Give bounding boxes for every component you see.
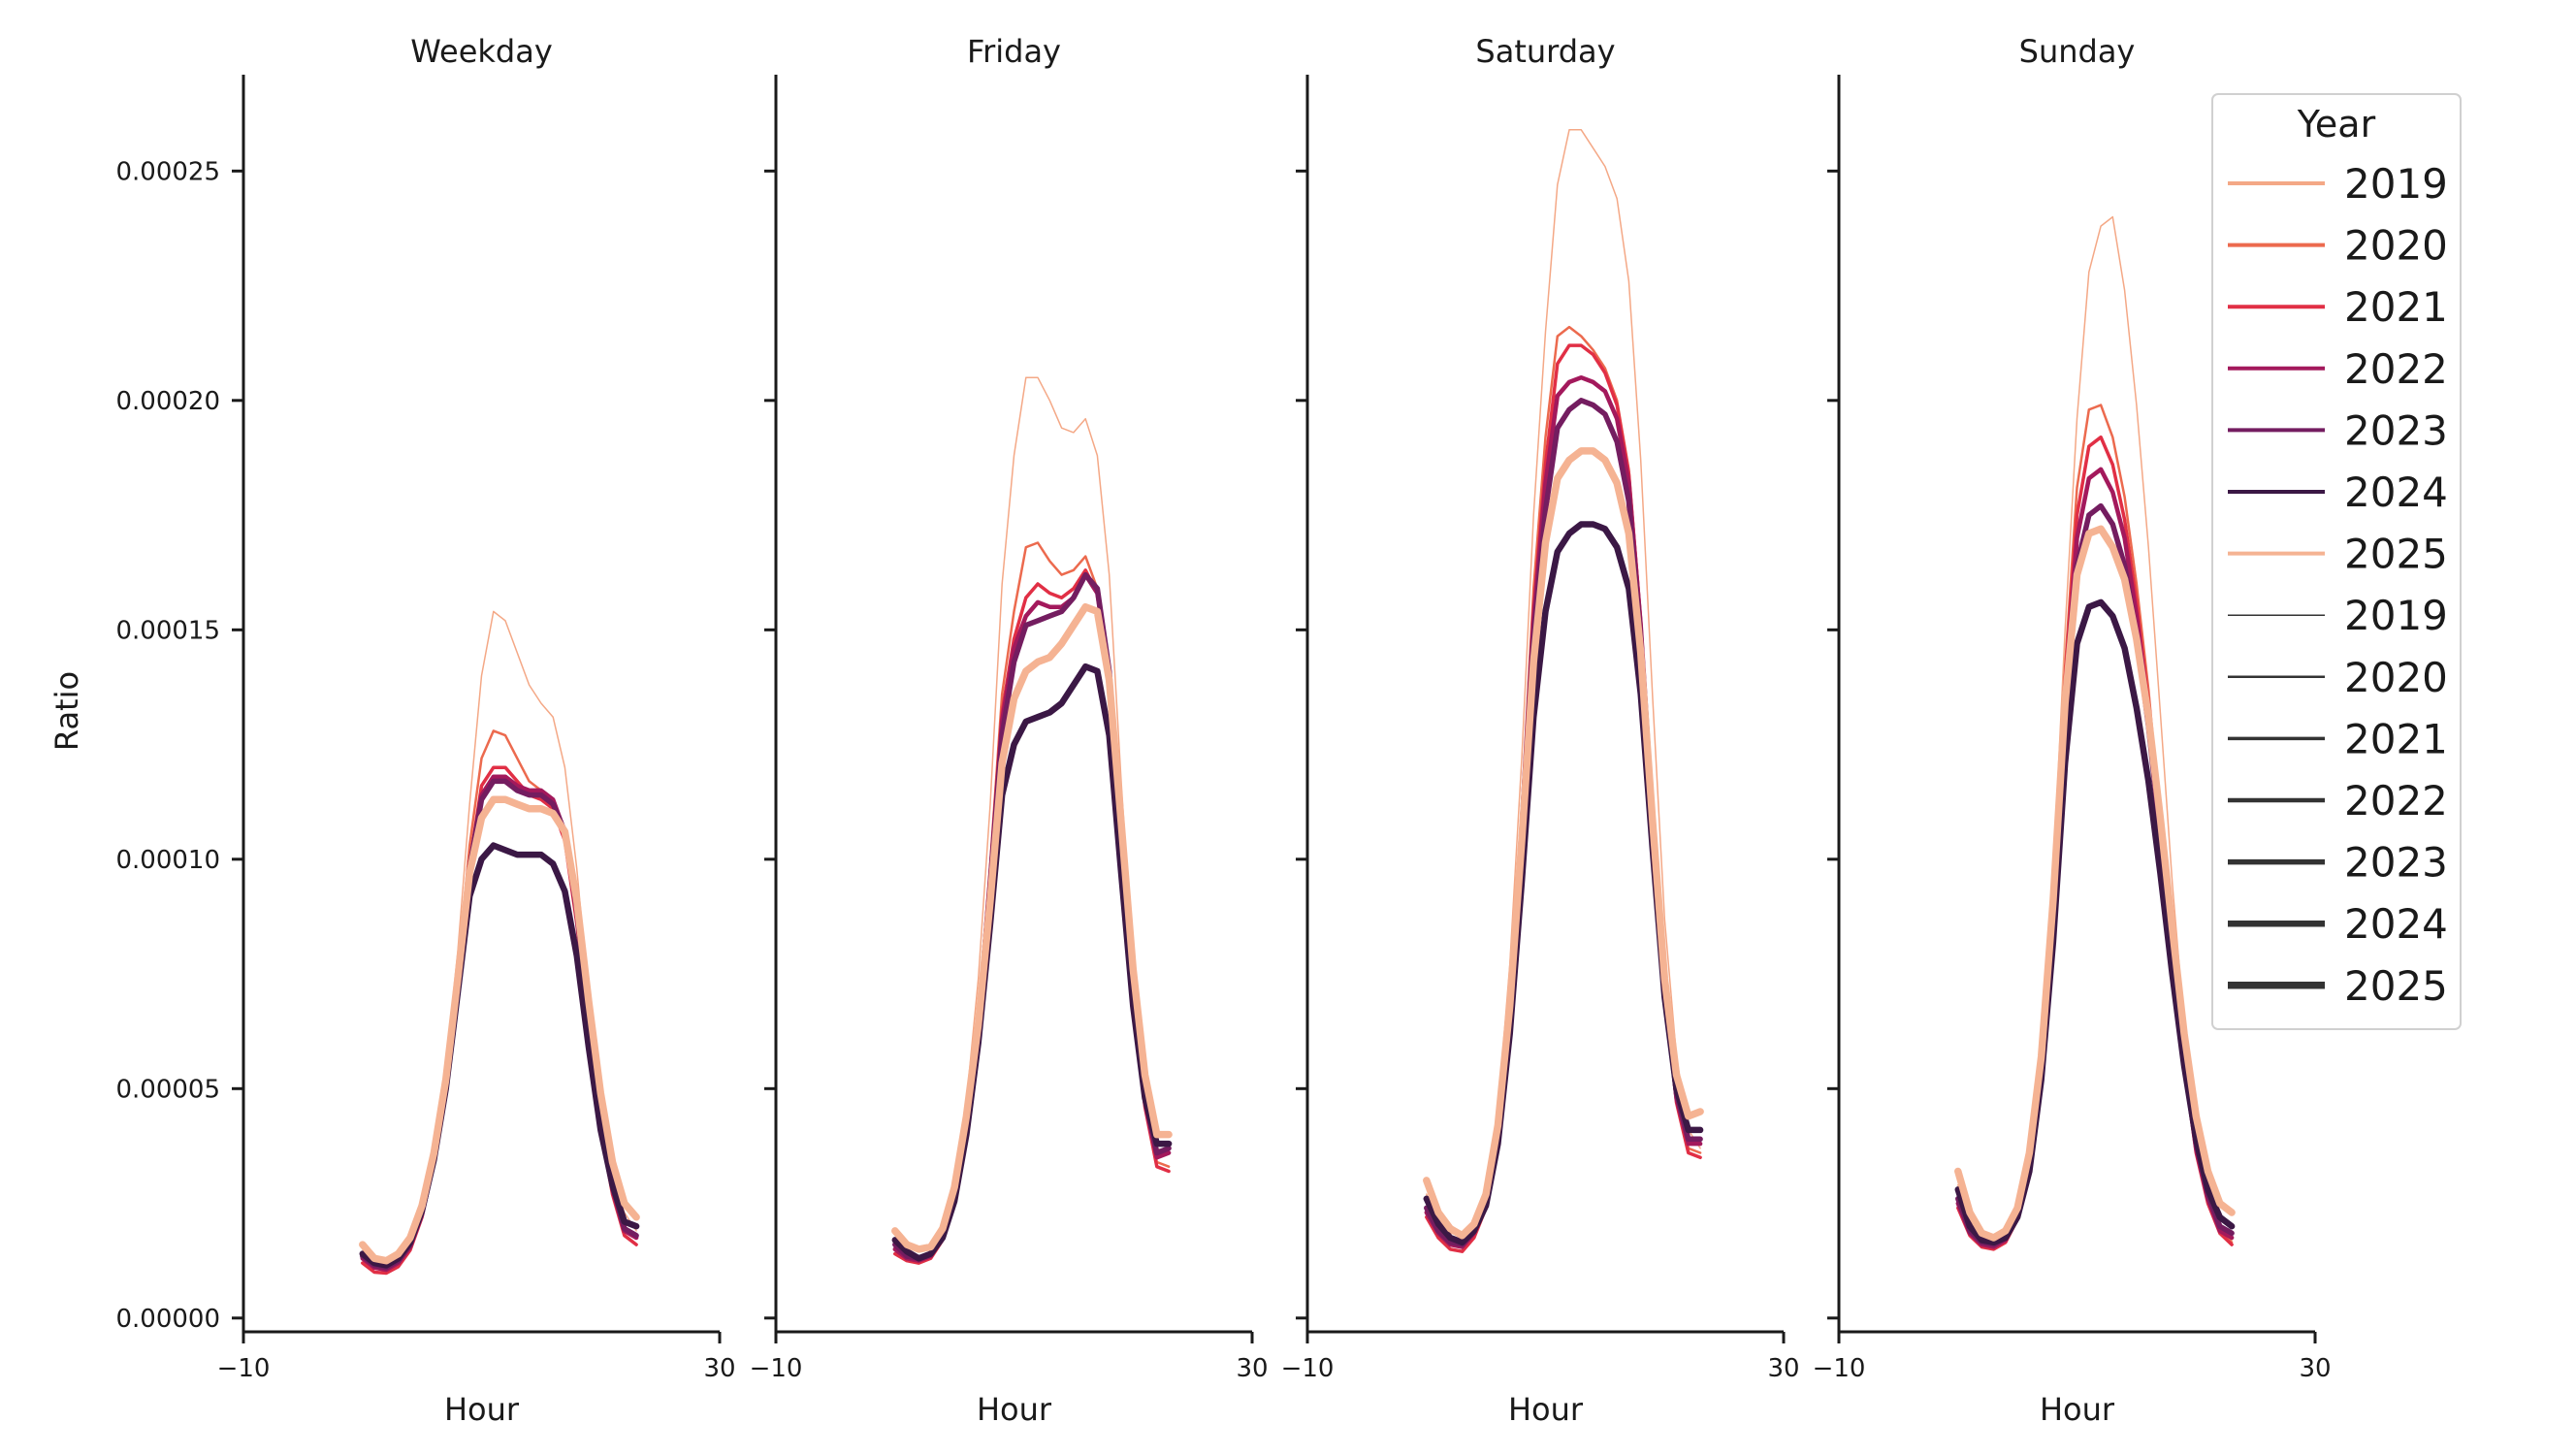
legend-frame [2211,93,2462,1030]
x-axis-label: Hour [444,1391,520,1428]
legend-label: 2021 [2344,283,2448,331]
legend-label: 2021 [2344,715,2448,762]
series-line-2019 [1426,129,1701,1237]
series-line-2023 [1955,502,2235,1247]
y-tick-label: 0.00020 [115,387,220,416]
y-tick-label: 0.00005 [115,1075,220,1104]
series-line-2025 [1954,525,2236,1242]
panel-title: Sunday [2019,33,2136,70]
y-axis-label: Ratio [48,671,85,751]
series-line-2024 [1954,598,2236,1246]
series-line-2019 [894,376,1170,1257]
legend-label: 2024 [2344,900,2448,948]
legend-label: 2022 [2344,345,2448,393]
legend-label: 2025 [2344,962,2448,1010]
x-axis-label: Hour [2040,1391,2115,1428]
x-tick-label: −10 [750,1354,803,1383]
legend: Year 2019 2020 2021 2022 2023 2024 2025 2019 2020… [2211,93,2462,1030]
panel-friday: Friday −10 30 Hour [750,33,1269,1428]
series-line-2021 [1956,435,2234,1251]
legend-label: 2022 [2344,777,2448,824]
y-tick-label: 0.00010 [115,846,220,875]
chart-panels: Weekday 0.00000 0.00005 0.00010 0.00015 0.000… [115,33,2331,1428]
x-tick-label: 30 [703,1354,735,1383]
panel-title: Saturday [1475,33,1615,70]
legend-title: Year [2297,103,2376,146]
x-tick-label: −10 [1813,1354,1866,1383]
series-line-2021 [1425,343,1702,1253]
legend-label: 2023 [2344,839,2448,887]
y-tick-label: 0.00000 [115,1305,220,1334]
series-line-2025 [1423,447,1704,1240]
series-line-2025 [891,602,1173,1253]
y-tick-label: 0.00015 [115,616,220,645]
series-line-2022 [1955,467,2235,1249]
series-line-2025 [359,795,640,1265]
x-axis-label: Hour [977,1391,1052,1428]
legend-label: 2024 [2344,469,2448,516]
legend-label: 2020 [2344,654,2448,701]
x-tick-label: 30 [1767,1354,1799,1383]
panel-sunday: Sunday −10 30 Hour [1813,33,2332,1428]
panel-weekday: Weekday 0.00000 0.00005 0.00010 0.00015 0.000… [115,33,735,1428]
x-tick-label: 30 [2299,1354,2331,1383]
panel-saturday: Saturday −10 30 Hour [1281,33,1800,1428]
y-tick-label: 0.00025 [115,157,220,186]
panel-title: Weekday [410,33,553,70]
panel-title: Friday [967,33,1061,70]
legend-label: 2025 [2344,531,2448,578]
series-line-2021 [361,765,638,1276]
x-tick-label: 30 [1236,1354,1268,1383]
series-line-2020 [361,729,638,1272]
series-line-2024 [891,663,1173,1262]
x-tick-label: −10 [217,1354,271,1383]
x-tick-label: −10 [1281,1354,1335,1383]
x-axis-label: Hour [1508,1391,1584,1428]
legend-label: 2023 [2344,406,2448,454]
legend-label: 2019 [2344,160,2448,208]
legend-label: 2019 [2344,592,2448,639]
legend-label: 2020 [2344,222,2448,270]
series-line-2019 [362,610,637,1267]
